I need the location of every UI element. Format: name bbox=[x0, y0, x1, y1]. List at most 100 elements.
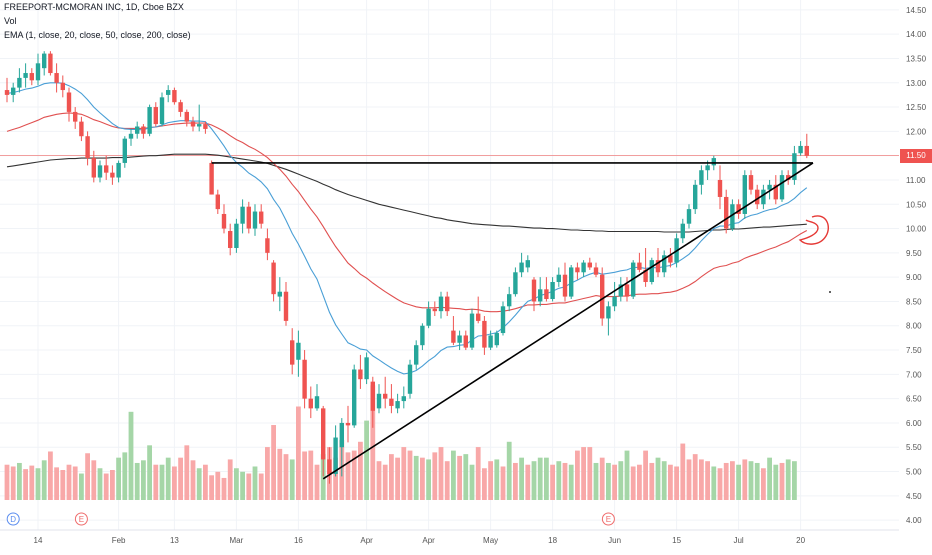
volume-bar bbox=[302, 451, 307, 500]
candle-body bbox=[755, 189, 760, 205]
candle-body bbox=[662, 255, 667, 273]
candle-body bbox=[221, 213, 227, 229]
candle-body bbox=[327, 459, 332, 474]
volume-bar bbox=[556, 461, 562, 500]
candle-body bbox=[612, 296, 617, 307]
candle-body bbox=[562, 274, 568, 297]
candle-body bbox=[643, 269, 648, 283]
candle-body bbox=[463, 335, 468, 348]
candle-body bbox=[494, 333, 499, 346]
candle-body bbox=[705, 165, 710, 171]
price-tick-label: 9.50 bbox=[906, 249, 922, 258]
volume-bar bbox=[153, 464, 159, 500]
volume-bar bbox=[661, 461, 667, 500]
volume-bar bbox=[190, 460, 196, 500]
time-tick-label: May bbox=[483, 536, 498, 545]
volume-bar bbox=[754, 462, 760, 500]
candle-body bbox=[48, 53, 53, 74]
volume-bar bbox=[407, 450, 413, 500]
candle-body bbox=[23, 73, 28, 78]
volume-bar bbox=[606, 462, 611, 500]
volume-bar bbox=[612, 464, 617, 500]
candle-body bbox=[525, 260, 530, 268]
volume-bar bbox=[544, 457, 549, 500]
volume-bar bbox=[23, 469, 28, 500]
dividend-badge[interactable]: D bbox=[6, 512, 20, 526]
volume-bar bbox=[240, 471, 245, 500]
volume-bar bbox=[178, 457, 183, 500]
candle-body bbox=[451, 330, 456, 343]
volume-bar bbox=[110, 470, 115, 500]
volume-bar bbox=[785, 459, 791, 500]
earnings-badge[interactable]: E bbox=[74, 512, 88, 526]
volume-bar bbox=[35, 468, 41, 500]
candle-body bbox=[197, 124, 202, 127]
legend-symbol-title[interactable]: FREEPORT-MCMORAN INC, 1D, Cboe BZX bbox=[4, 2, 184, 12]
volume-bar bbox=[246, 473, 252, 500]
volume-bar bbox=[432, 452, 438, 500]
candle-body bbox=[593, 267, 599, 275]
volume-bar bbox=[413, 455, 419, 500]
volume-bar bbox=[134, 462, 140, 500]
volume-bar bbox=[41, 460, 47, 500]
volume-bar bbox=[85, 453, 90, 500]
candle-body bbox=[166, 90, 171, 95]
volume-bar bbox=[364, 420, 369, 500]
candle-body bbox=[302, 359, 307, 399]
time-tick-label: Mar bbox=[230, 536, 244, 545]
candle-body bbox=[91, 158, 96, 178]
volume-bar bbox=[482, 468, 487, 500]
candle-body bbox=[786, 175, 791, 180]
volume-bar bbox=[630, 466, 636, 500]
candle-body bbox=[575, 267, 580, 273]
volume-bar bbox=[283, 454, 289, 500]
volume-bar bbox=[506, 441, 512, 500]
candle-body bbox=[767, 184, 772, 190]
candle-body bbox=[649, 260, 654, 283]
candle-body bbox=[401, 396, 406, 402]
candle-body bbox=[538, 289, 543, 302]
candle-body bbox=[792, 153, 797, 180]
volume-bar bbox=[655, 457, 661, 500]
candle-body bbox=[469, 313, 475, 348]
candle-body bbox=[234, 223, 239, 248]
volume-bar bbox=[97, 468, 103, 500]
volume-bar bbox=[587, 447, 593, 500]
volume-bar bbox=[444, 461, 450, 500]
price-tick-label: 8.50 bbox=[906, 297, 922, 306]
candle-body bbox=[587, 262, 592, 268]
candle-body bbox=[42, 53, 47, 69]
volume-bar bbox=[234, 468, 239, 500]
volume-bar bbox=[227, 459, 233, 500]
volume-bar bbox=[401, 447, 407, 500]
legend-volume[interactable]: Vol bbox=[4, 16, 17, 26]
price-tick-label: 5.00 bbox=[906, 468, 922, 477]
marker-dot bbox=[829, 291, 831, 293]
volume-bar bbox=[519, 457, 524, 500]
volume-bar bbox=[525, 464, 531, 500]
candle-body bbox=[252, 211, 258, 229]
candle-body bbox=[259, 211, 264, 224]
candle-body bbox=[761, 189, 766, 205]
candle-body bbox=[699, 170, 704, 185]
candle-body bbox=[314, 396, 320, 409]
volume-bar bbox=[79, 473, 84, 500]
candle-body bbox=[488, 335, 493, 348]
earnings-badge[interactable]: E bbox=[601, 512, 615, 526]
candle-body bbox=[159, 97, 165, 125]
volume-bar bbox=[568, 464, 574, 500]
candle-body bbox=[798, 145, 803, 154]
legend-ema[interactable]: EMA (1, close, 20, close, 50, close, 200… bbox=[4, 30, 191, 40]
time-tick-label: 14 bbox=[34, 536, 43, 545]
badge-label: D bbox=[10, 515, 16, 524]
candle-body bbox=[345, 422, 351, 426]
price-tick-label: 4.00 bbox=[906, 516, 922, 525]
volume-bars bbox=[4, 385, 797, 500]
time-tick-label: 20 bbox=[796, 536, 805, 545]
volume-bar bbox=[624, 450, 630, 500]
candle-body bbox=[271, 262, 276, 295]
candle-body bbox=[420, 325, 425, 346]
